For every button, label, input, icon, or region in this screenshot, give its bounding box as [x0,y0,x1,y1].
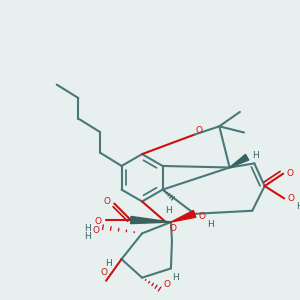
Text: H: H [84,224,91,233]
Text: O: O [195,126,202,135]
Text: H: H [207,220,213,229]
Text: O: O [169,224,176,233]
Text: O: O [92,226,99,235]
Text: H: H [105,259,112,268]
Text: H: H [166,206,172,215]
Polygon shape [130,216,171,224]
Polygon shape [230,154,249,167]
Text: O: O [94,217,101,226]
Text: H: H [252,151,259,160]
Text: H: H [84,232,91,241]
Text: O: O [103,197,111,206]
Text: O: O [100,268,107,277]
Polygon shape [171,210,196,222]
Text: O: O [287,169,294,178]
Text: O: O [288,194,295,203]
Text: H: H [172,273,178,282]
Text: H: H [296,202,300,211]
Text: O: O [198,212,205,221]
Text: O: O [163,280,170,290]
